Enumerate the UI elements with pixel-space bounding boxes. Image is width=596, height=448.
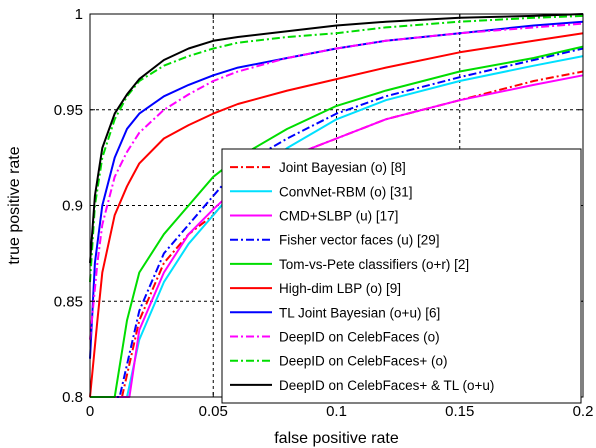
x-tick-label: 0.05 [199,403,228,420]
series-line [89,32,584,398]
series-line [89,22,584,340]
legend-label: TL Joint Bayesian (o+u) [6] [279,305,440,320]
legend-label: DeepID on CelebFaces (o) [279,330,440,345]
legend-label: DeepID on CelebFaces+ (o) [279,354,447,369]
y-tick-label: 1 [75,6,83,23]
legend-label: High-dim LBP (o) [9] [279,281,401,296]
legend: Joint Bayesian (o) [8] ConvNet-RBM (o) [3… [221,148,582,404]
legend-label: Joint Bayesian (o) [8] [279,160,406,175]
series-line [89,13,584,264]
x-tick-label: 0.2 [573,403,594,420]
x-tick-label: 0.1 [326,403,347,420]
y-tick-label: 0.9 [62,198,83,215]
legend-label: CMD+SLBP (u) [17] [279,209,398,224]
legend-label: Tom-vs-Pete classifiers (o+r) [2] [279,257,469,272]
series-line [89,20,584,359]
legend-label: ConvNet-RBM (o) [31] [279,184,413,199]
x-tick-label: 0 [86,403,94,420]
x-tick-label: 0.15 [445,403,474,420]
legend-label: DeepID on CelebFaces+ & TL (o+u) [279,378,494,393]
legend-label: Fisher vector faces (u) [29] [279,233,440,248]
series-line [89,14,584,283]
y-tick-label: 0.95 [54,102,83,119]
y-tick-label: 0.8 [62,389,83,406]
legend-box [221,148,582,404]
y-tick-label: 0.85 [54,293,83,310]
y-axis-label: true positive rate [6,146,23,264]
x-axis-label: false positive rate [274,430,399,447]
